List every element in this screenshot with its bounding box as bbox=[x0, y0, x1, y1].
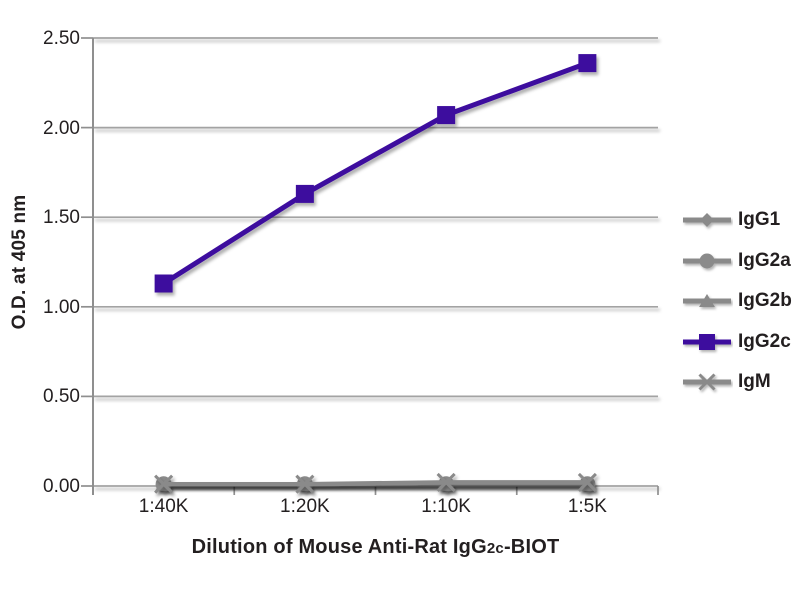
data-point-x bbox=[154, 474, 174, 494]
x-tick-label: 1:20K bbox=[280, 496, 330, 517]
data-point-square bbox=[699, 333, 715, 350]
y-tick-label: 2.00 bbox=[43, 117, 80, 139]
x-axis-title: Dilution of Mouse Anti-Rat IgG2c-BIOT bbox=[93, 536, 658, 559]
data-point-square bbox=[437, 106, 456, 125]
data-point-diamond bbox=[700, 213, 714, 228]
series-line bbox=[163, 480, 588, 487]
x-axis-title-tail: -BIOT bbox=[503, 536, 560, 558]
series-IgG2c bbox=[154, 54, 597, 293]
legend: IgG1 IgG2a IgG2b IgG2c IgM bbox=[681, 200, 792, 403]
legend-item-IgM: IgM bbox=[681, 362, 792, 403]
x-tick-label: 1:40K bbox=[138, 496, 189, 517]
data-point-x bbox=[577, 472, 597, 492]
data-point-x bbox=[295, 474, 315, 494]
legend-marker-x-icon bbox=[683, 373, 731, 391]
legend-label: IgG2a bbox=[738, 249, 791, 271]
data-point-circle bbox=[699, 253, 715, 269]
series-line bbox=[162, 60, 589, 286]
data-point-x bbox=[698, 373, 716, 391]
gridlines bbox=[93, 37, 658, 487]
legend-label: IgM bbox=[738, 371, 771, 393]
legend-marker-diamond-icon bbox=[683, 213, 731, 228]
legend-marker-triangle-icon bbox=[683, 294, 731, 308]
y-tick-label: 2.50 bbox=[43, 28, 80, 49]
legend-marker-square-icon bbox=[683, 333, 731, 350]
series-IgM bbox=[154, 472, 597, 494]
x-axis-title-main: Dilution of Mouse Anti-Rat IgG bbox=[191, 536, 487, 558]
data-point-square bbox=[154, 274, 173, 293]
legend-label: IgG2c bbox=[738, 330, 791, 352]
legend-item-IgG2c: IgG2c bbox=[681, 322, 792, 363]
x-tick-label: 1:5K bbox=[567, 496, 607, 517]
x-tick-label: 1:10K bbox=[421, 496, 471, 517]
legend-item-IgG2b: IgG2b bbox=[681, 281, 792, 322]
y-tick-label: 1.50 bbox=[43, 207, 80, 229]
legend-label: IgG1 bbox=[738, 209, 781, 231]
legend-marker-circle-icon bbox=[683, 253, 731, 269]
data-point-square bbox=[295, 184, 314, 203]
legend-label: IgG2b bbox=[738, 290, 792, 312]
x-axis-title-subscript: 2c bbox=[486, 540, 504, 557]
axes bbox=[81, 37, 659, 495]
legend-item-IgG2a: IgG2a bbox=[681, 241, 792, 282]
y-axis-title: O.D. at 405 nm bbox=[9, 194, 30, 330]
legend-item-IgG1: IgG1 bbox=[681, 200, 792, 241]
data-point-square bbox=[578, 54, 597, 73]
y-tick-label: 0.50 bbox=[43, 386, 80, 408]
y-tick-label: 0.00 bbox=[43, 476, 80, 497]
data-point-triangle bbox=[699, 294, 715, 308]
data-point-x bbox=[436, 472, 456, 492]
y-tick-label: 1.00 bbox=[43, 296, 80, 318]
